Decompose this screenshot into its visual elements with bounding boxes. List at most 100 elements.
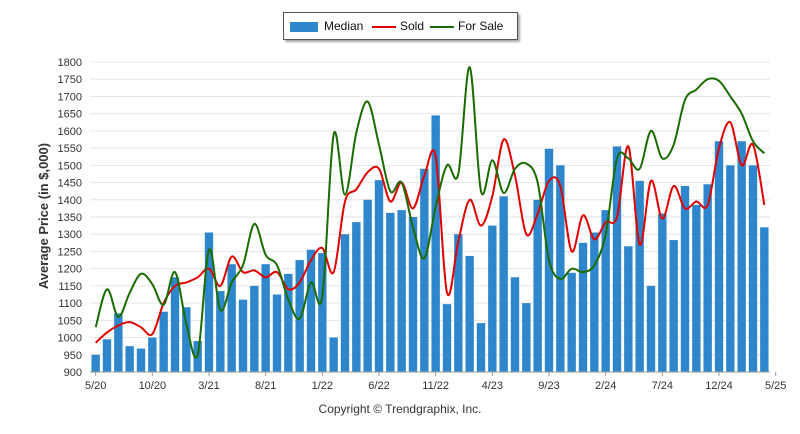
median-bar [590,232,599,372]
y-axis-label: Average Price (in $,000) [36,143,51,289]
median-bar [669,240,678,372]
y-tick-label: 1150 [58,281,82,293]
x-tick-label: 8/21 [255,380,276,392]
copyright-text: Copyright © Trendgraphix, Inc. [318,402,482,416]
y-tick-label: 1050 [58,315,82,327]
x-tick-label: 12/24 [705,380,733,392]
median-bar [680,186,690,372]
median-bar [306,249,316,372]
median-bar [238,299,248,372]
median-bar [567,272,576,372]
y-tick-label: 950 [64,350,82,362]
median-bar [374,180,384,372]
x-tick-label: 2/24 [595,380,616,392]
for-sale-line [94,66,766,359]
median-bar [329,337,338,372]
y-tick-label: 1200 [58,264,82,276]
median-bar [204,232,214,372]
x-tick-label: 1/22 [312,380,333,392]
x-tick-label: 3/21 [198,380,219,392]
median-bar [703,184,712,372]
median-bar [431,115,440,372]
y-tick-label: 1300 [58,229,82,241]
median-bar [408,217,418,372]
median-bar [624,246,633,372]
median-bar [533,199,542,372]
median-bar [250,285,259,372]
median-bar [272,294,282,372]
median-bar [635,180,644,372]
median-bar [748,165,758,372]
x-axis: 5/20 10/20 3/21 8/21 1/22 6/22 11/22 4/23 9/23 2/… [85,371,786,392]
y-tick-label: 1000 [58,333,82,345]
x-tick-label: 5/25 [765,380,786,392]
x-tick-label: 4/23 [482,380,503,392]
median-bar [476,323,486,372]
x-tick-label: 9/23 [538,380,559,392]
legend-swatch-for-sale [430,26,454,28]
y-axis-ticks: 900 950 1000 1050 1100 1150 1200 1250 1300 1350 14… [58,57,82,379]
x-tick-label: 5/20 [85,380,106,392]
median-bar [182,307,191,372]
y-tick-label: 1800 [58,57,82,69]
median-bar [295,260,304,372]
y-tick-label: 1550 [58,143,82,155]
median-bar [420,168,429,372]
median-bar [261,264,270,372]
median-bar [114,313,123,372]
y-tick-label: 1250 [58,246,82,258]
median-bar [714,141,724,372]
legend: Median Sold For Sale [283,12,518,40]
median-bar [488,225,497,372]
y-tick-label: 1400 [58,195,82,207]
y-tick-label: 1450 [58,178,82,190]
x-tick-label: 11/22 [422,380,449,392]
legend-swatch-sold [372,26,396,28]
median-bar [125,346,134,372]
legend-label-for-sale: For Sale [458,19,504,33]
median-bar [91,354,100,372]
median-bar [216,291,225,372]
series-lines [94,66,766,359]
gridlines [90,61,770,373]
median-bar [442,304,452,372]
median-bar [658,213,667,372]
median-bar [601,210,610,372]
y-tick-label: 900 [64,367,82,379]
legend-swatch-median [290,22,318,32]
median-bar [737,141,746,372]
median-bar [148,337,157,372]
median-bar [170,277,180,372]
median-bar [692,204,701,372]
median-bar [522,303,531,372]
median-bar [465,255,474,372]
y-tick-label: 1350 [58,212,82,224]
median-bar [397,210,406,372]
median-bar [386,212,395,372]
x-tick-label: 10/20 [139,380,167,392]
median-bar [159,311,168,372]
median-bar [578,242,588,372]
median-bar [454,234,463,372]
median-bar [102,339,112,372]
median-bar [646,285,656,372]
median-bar [284,273,293,372]
y-tick-label: 1650 [58,109,82,121]
median-bar [363,199,372,372]
y-tick-label: 1750 [58,74,82,86]
y-tick-label: 1100 [58,298,82,310]
median-bar [760,227,769,372]
x-tick-label: 6/22 [368,380,389,392]
legend-label-median: Median [324,19,364,33]
median-bar [612,146,622,372]
y-tick-label: 1600 [58,126,82,138]
median-bar [318,253,327,372]
sold-line [95,121,766,344]
median-bar [556,165,565,372]
median-bar [726,165,735,372]
y-tick-label: 1500 [58,160,82,172]
legend-label-sold: Sold [400,19,425,33]
median-bar [136,348,146,372]
median-bar [499,196,508,372]
